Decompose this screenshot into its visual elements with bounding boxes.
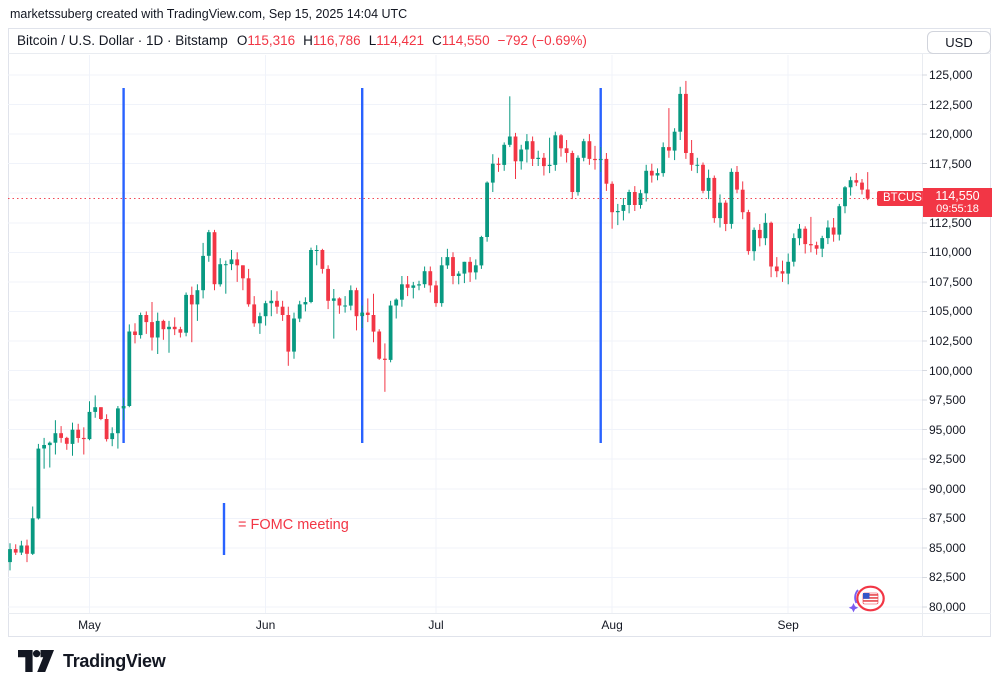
high-value: 116,786 xyxy=(312,33,361,48)
price-axis-label: 85,000 xyxy=(929,540,966,555)
price-axis-label: 122,500 xyxy=(929,97,973,112)
time-axis-label: Aug xyxy=(601,618,623,632)
currency-button[interactable]: USD xyxy=(927,31,991,54)
tradingview-brand-text: TradingView xyxy=(63,650,166,671)
time-axis-label: May xyxy=(78,618,101,632)
fomc-legend-text: = FOMC meeting xyxy=(238,517,349,533)
price-axis-label: 110,000 xyxy=(929,245,972,260)
time-axis[interactable]: May Jun Jul Aug Sep xyxy=(8,613,922,637)
price-axis-separator xyxy=(922,53,923,637)
us-economic-event-icon[interactable] xyxy=(848,583,888,614)
bar-countdown: 09:55:18 xyxy=(936,203,979,215)
price-axis-label: 80,000 xyxy=(929,600,966,614)
price-axis-label: 82,500 xyxy=(929,570,966,585)
price-axis-label: 102,500 xyxy=(929,334,973,348)
time-axis-label: Sep xyxy=(777,618,799,632)
change-value: −792 (−0.69%) xyxy=(497,33,587,48)
attribution-text: marketssuberg created with TradingView.c… xyxy=(10,7,408,21)
open-value: 115,316 xyxy=(247,33,296,48)
time-axis-separator xyxy=(8,613,991,614)
price-axis-label: 90,000 xyxy=(929,481,966,496)
last-price-label: 114,550 09:55:18 xyxy=(923,188,992,217)
price-axis[interactable]: 125,000122,500120,000117,500115,000112,5… xyxy=(922,53,1000,614)
price-axis-label: 112,500 xyxy=(929,215,972,230)
price-axis-label: 87,500 xyxy=(929,511,966,526)
price-axis-label: 120,000 xyxy=(929,127,973,142)
time-axis-label: Jun xyxy=(255,618,276,632)
time-axis-label: Jul xyxy=(428,618,444,632)
price-axis-label: 107,500 xyxy=(929,274,973,289)
ohlc-readout: O115,316 H116,786 L114,421 C114,550 −792… xyxy=(237,33,587,48)
symbol-header: Bitcoin / U.S. Dollar · 1D · Bitstamp O1… xyxy=(8,33,927,48)
price-axis-label: 97,500 xyxy=(929,393,966,408)
chart-widget xyxy=(8,28,991,637)
high-label: H xyxy=(303,33,313,48)
low-label: L xyxy=(368,33,377,48)
price-axis-label: 125,000 xyxy=(929,68,973,82)
price-axis-label: 100,000 xyxy=(929,363,973,378)
close-label: C xyxy=(432,33,442,48)
low-value: 114,421 xyxy=(376,33,425,48)
tradingview-logo-icon[interactable] xyxy=(18,650,54,672)
open-label: O xyxy=(236,33,248,48)
price-axis-label: 95,000 xyxy=(929,422,966,437)
symbol-title[interactable]: Bitcoin / U.S. Dollar · 1D · Bitstamp xyxy=(17,33,228,48)
last-price-value: 114,550 xyxy=(935,189,980,203)
price-axis-label: 92,500 xyxy=(929,452,966,467)
close-value: 114,550 xyxy=(441,33,490,48)
price-line-symbol-badge: BTCUSD xyxy=(877,191,937,206)
us-flag-icon xyxy=(862,592,879,605)
price-axis-label: 117,500 xyxy=(929,156,972,171)
header-separator xyxy=(8,53,991,54)
footer: TradingView xyxy=(18,650,166,672)
price-axis-label: 105,000 xyxy=(929,304,973,319)
